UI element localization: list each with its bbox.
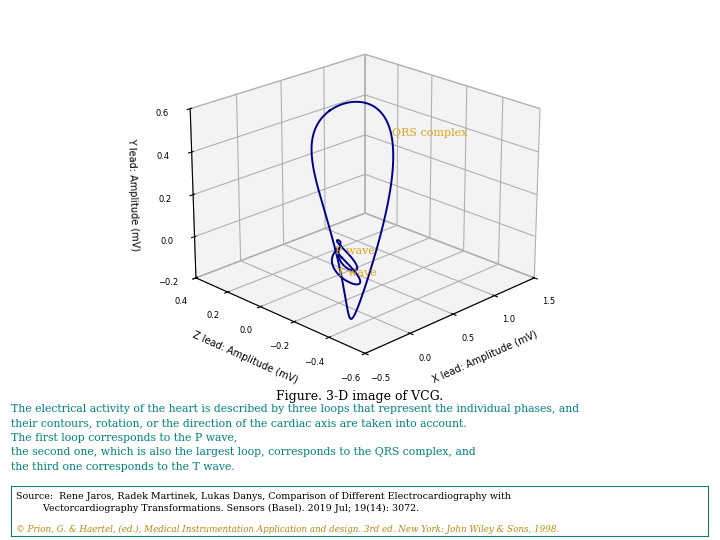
- FancyBboxPatch shape: [11, 486, 709, 537]
- Text: Source:  Rene Jaros, Radek Martinek, Lukas Danys, Comparison of Different Electr: Source: Rene Jaros, Radek Martinek, Luka…: [17, 492, 511, 513]
- Y-axis label: Z lead: Amplitude (mV): Z lead: Amplitude (mV): [191, 330, 300, 386]
- Text: Figure. 3-D image of VCG.: Figure. 3-D image of VCG.: [276, 390, 444, 403]
- Text: The electrical activity of the heart is described by three loops that represent : The electrical activity of the heart is …: [11, 404, 579, 471]
- X-axis label: X lead: Amplitude (mV): X lead: Amplitude (mV): [431, 330, 539, 386]
- Text: © Prion, G. & Haertel, (ed.), Medical Instrumentation Application and design. 3r: © Prion, G. & Haertel, (ed.), Medical In…: [17, 524, 559, 534]
